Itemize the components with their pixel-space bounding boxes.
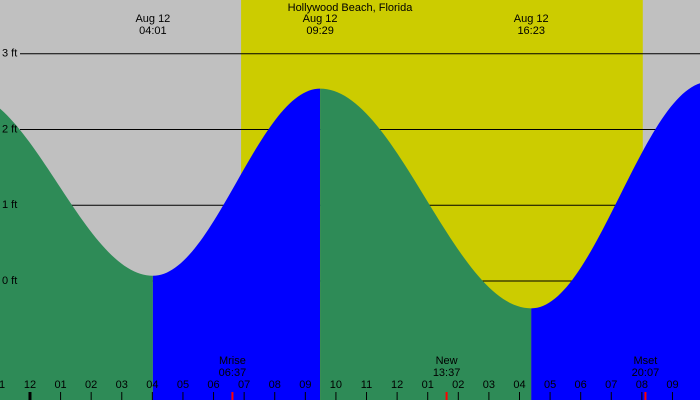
tide-area <box>0 108 153 400</box>
tide-time: 04:01 <box>139 25 167 37</box>
tide-time: 09:29 <box>306 25 334 37</box>
y-tick-label: 1 ft <box>2 199 17 211</box>
tide-area <box>320 88 532 400</box>
x-tick-label: 07 <box>605 379 617 391</box>
x-tick-label: 05 <box>177 379 189 391</box>
x-tick-label: 06 <box>207 379 219 391</box>
x-tick-label: 05 <box>544 379 556 391</box>
x-tick-label: 02 <box>452 379 464 391</box>
x-tick-label: 03 <box>116 379 128 391</box>
moon-event-name: Mset <box>634 355 658 367</box>
tide-date: Aug 12 <box>303 13 338 25</box>
chart-title: Hollywood Beach, Florida <box>288 2 414 14</box>
x-tick-label: 01 <box>422 379 434 391</box>
y-tick-label: 0 ft <box>2 275 17 287</box>
x-tick-label: 08 <box>636 379 648 391</box>
moon-event-name: Mrise <box>219 355 246 367</box>
y-tick-label: 3 ft <box>2 48 17 60</box>
x-tick-label: 07 <box>238 379 250 391</box>
x-tick-label: 09 <box>299 379 311 391</box>
tide-area <box>152 88 321 400</box>
x-tick-label: 04 <box>146 379 158 391</box>
x-tick-label: 06 <box>575 379 587 391</box>
x-tick-label: 10 <box>330 379 342 391</box>
moon-event-time: 13:37 <box>433 367 461 379</box>
x-tick-label: 11 <box>0 379 5 391</box>
x-tick-label: 01 <box>54 379 66 391</box>
tide-date: Aug 12 <box>514 13 549 25</box>
x-tick-label: 12 <box>24 379 36 391</box>
moon-event-time: 06:37 <box>219 367 247 379</box>
x-tick-label: 09 <box>666 379 678 391</box>
moon-event-name: New <box>436 355 458 367</box>
moon-event-time: 20:07 <box>632 367 660 379</box>
tide-time: 16:23 <box>517 25 545 37</box>
x-tick-label: 08 <box>269 379 281 391</box>
x-tick-label: 12 <box>391 379 403 391</box>
x-tick-label: 03 <box>483 379 495 391</box>
x-tick-label: 04 <box>513 379 525 391</box>
x-tick-label: 02 <box>85 379 97 391</box>
y-tick-label: 2 ft <box>2 123 17 135</box>
tide-area <box>531 83 700 400</box>
tide-date: Aug 12 <box>135 13 170 25</box>
x-tick-label: 11 <box>361 379 372 391</box>
